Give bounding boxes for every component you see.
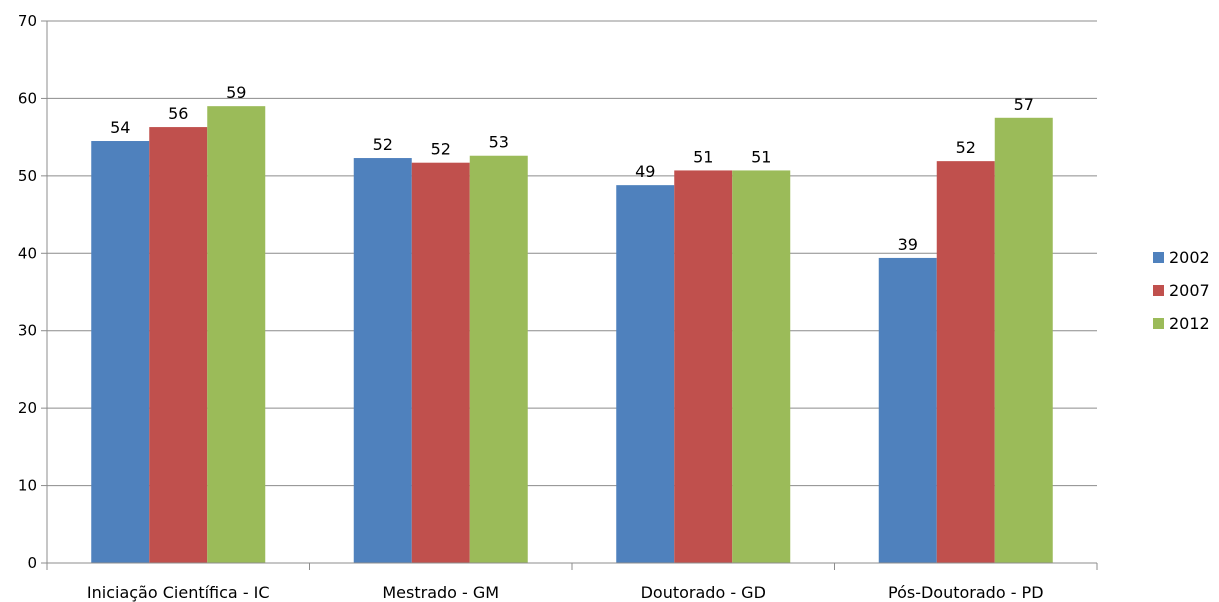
legend-label: 2007 — [1169, 281, 1210, 300]
bar-2007-3 — [936, 161, 995, 563]
bars — [91, 106, 1053, 564]
y-tick-label: 30 — [18, 322, 37, 340]
bar-2012-2 — [732, 170, 791, 564]
bar-2007-2 — [674, 170, 733, 564]
legend: 2002 2007 2012 — [1153, 248, 1210, 333]
data-label: 56 — [168, 104, 188, 123]
x-category-label: Pós-Doutorado - PD — [888, 583, 1044, 602]
y-tick-label: 10 — [18, 477, 37, 495]
data-label: 52 — [956, 138, 976, 157]
y-tick-label: 50 — [18, 167, 37, 185]
y-tick-label: 0 — [27, 554, 37, 572]
data-label: 52 — [431, 140, 451, 159]
data-labels: 54 56 59 52 52 53 49 51 51 39 52 57 — [110, 83, 1034, 254]
data-label: 51 — [693, 147, 713, 166]
x-axis — [46, 21, 1098, 570]
y-tick-label: 70 — [18, 12, 37, 30]
x-category-label: Mestrado - GM — [382, 583, 499, 602]
bar-2002-2 — [616, 185, 675, 564]
legend-swatch-2012 — [1153, 318, 1164, 329]
bar-2012-1 — [469, 155, 528, 563]
bar-2002-1 — [353, 158, 412, 563]
bar-2007-1 — [411, 162, 470, 564]
legend-swatch-2002 — [1153, 252, 1164, 263]
data-label: 54 — [110, 118, 130, 137]
y-tick-label: 40 — [18, 244, 37, 262]
y-axis-ticks: 0 10 20 30 40 50 60 70 — [18, 12, 47, 572]
bar-2002-3 — [878, 257, 937, 563]
data-label: 52 — [373, 135, 393, 154]
data-label: 57 — [1014, 95, 1034, 114]
bar-2002-0 — [91, 141, 150, 563]
category-labels: Iniciação Científica - IC Mestrado - GM Do… — [87, 583, 1044, 602]
data-label: 59 — [226, 83, 246, 102]
data-label: 49 — [635, 162, 655, 181]
x-category-label: Doutorado - GD — [641, 583, 766, 602]
legend-label: 2012 — [1169, 314, 1210, 333]
data-label: 39 — [898, 235, 918, 254]
bar-2012-0 — [207, 106, 266, 564]
legend-swatch-2007 — [1153, 285, 1164, 296]
legend-label: 2002 — [1169, 248, 1210, 267]
y-tick-label: 20 — [18, 399, 37, 417]
x-category-label: Iniciação Científica - IC — [87, 583, 270, 602]
y-tick-label: 60 — [18, 89, 37, 107]
data-label: 51 — [751, 147, 771, 166]
data-label: 53 — [489, 133, 509, 152]
bar-2012-3 — [994, 117, 1053, 564]
bar-2007-0 — [149, 127, 208, 563]
